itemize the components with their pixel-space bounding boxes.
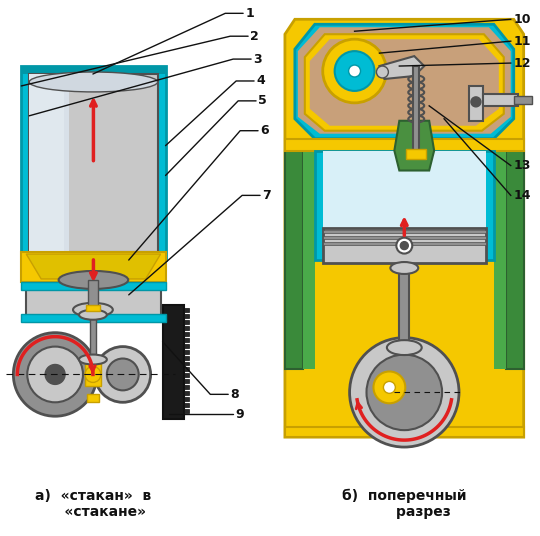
Bar — [185, 344, 190, 347]
Bar — [185, 308, 190, 312]
Circle shape — [323, 39, 387, 103]
Text: 11: 11 — [514, 35, 531, 48]
Ellipse shape — [387, 340, 422, 355]
Bar — [285, 139, 524, 151]
Text: 12: 12 — [514, 57, 531, 70]
Text: 8: 8 — [230, 388, 239, 401]
Text: 3: 3 — [253, 53, 262, 65]
Polygon shape — [394, 121, 434, 170]
Bar — [285, 151, 303, 369]
Ellipse shape — [73, 303, 113, 317]
Text: б)  поперечный
        разрез: б) поперечный разрез — [342, 489, 467, 519]
Bar — [185, 361, 190, 366]
Bar — [21, 66, 166, 260]
Polygon shape — [26, 254, 160, 279]
Bar — [303, 151, 315, 369]
Text: а)  «стакан»  в
     «стакане»: а) «стакан» в «стакане» — [35, 489, 151, 519]
Bar — [163, 305, 185, 419]
Bar — [185, 320, 190, 324]
Bar — [21, 252, 166, 282]
Text: 6: 6 — [260, 124, 269, 137]
Text: 4: 4 — [256, 75, 265, 87]
Polygon shape — [380, 56, 424, 79]
Bar — [185, 338, 190, 341]
Bar — [89, 280, 98, 308]
Circle shape — [383, 382, 395, 393]
Bar — [185, 391, 190, 396]
Circle shape — [107, 359, 139, 390]
Circle shape — [396, 237, 412, 254]
Bar — [323, 151, 486, 260]
Circle shape — [471, 97, 481, 107]
Bar — [406, 148, 426, 159]
Circle shape — [349, 65, 361, 77]
Text: 10: 10 — [514, 13, 531, 26]
Bar — [185, 355, 190, 360]
Circle shape — [27, 347, 83, 403]
Bar — [323, 236, 486, 239]
Bar — [323, 242, 486, 245]
Bar — [494, 151, 506, 369]
Bar — [285, 427, 524, 437]
Bar — [86, 305, 100, 311]
Bar — [21, 314, 166, 322]
Bar — [323, 230, 486, 233]
Bar — [185, 410, 190, 413]
Ellipse shape — [29, 72, 158, 92]
Bar — [64, 74, 69, 252]
Bar — [413, 66, 419, 155]
Bar — [185, 314, 190, 318]
Text: 14: 14 — [514, 189, 531, 202]
Circle shape — [400, 242, 408, 250]
Text: 1: 1 — [245, 7, 254, 20]
Polygon shape — [305, 34, 504, 131]
Text: 13: 13 — [514, 159, 531, 172]
Bar — [185, 379, 190, 383]
Ellipse shape — [79, 354, 107, 364]
Bar — [185, 397, 190, 401]
Bar — [29, 74, 158, 252]
Ellipse shape — [59, 271, 128, 289]
Bar — [323, 228, 486, 263]
Bar — [185, 385, 190, 389]
Polygon shape — [298, 27, 511, 133]
Polygon shape — [310, 39, 499, 126]
Bar — [469, 86, 483, 121]
Circle shape — [335, 51, 374, 91]
Bar — [514, 96, 532, 104]
Bar — [185, 403, 190, 407]
Bar — [29, 74, 64, 252]
Bar — [90, 315, 96, 360]
Bar — [185, 349, 190, 354]
Text: 5: 5 — [258, 94, 267, 107]
Ellipse shape — [390, 262, 418, 274]
Bar — [185, 332, 190, 336]
Circle shape — [349, 338, 459, 447]
Circle shape — [374, 371, 406, 403]
Bar — [506, 151, 524, 369]
Circle shape — [85, 367, 101, 382]
Bar — [87, 394, 99, 403]
Polygon shape — [295, 24, 514, 139]
Bar — [21, 282, 166, 290]
Bar — [85, 361, 101, 386]
Bar — [185, 368, 190, 371]
Circle shape — [14, 333, 97, 416]
Text: 9: 9 — [235, 408, 244, 421]
Polygon shape — [285, 19, 524, 437]
Bar — [483, 94, 518, 106]
Circle shape — [376, 66, 388, 78]
Text: 7: 7 — [262, 189, 271, 202]
Circle shape — [45, 364, 65, 384]
Bar — [185, 326, 190, 330]
Bar — [185, 374, 190, 377]
Bar — [315, 151, 494, 260]
Bar — [21, 66, 166, 74]
Bar — [399, 263, 409, 347]
Circle shape — [367, 354, 442, 430]
Text: 2: 2 — [250, 29, 259, 43]
Circle shape — [95, 347, 151, 403]
Bar — [26, 282, 160, 322]
Ellipse shape — [79, 310, 107, 320]
